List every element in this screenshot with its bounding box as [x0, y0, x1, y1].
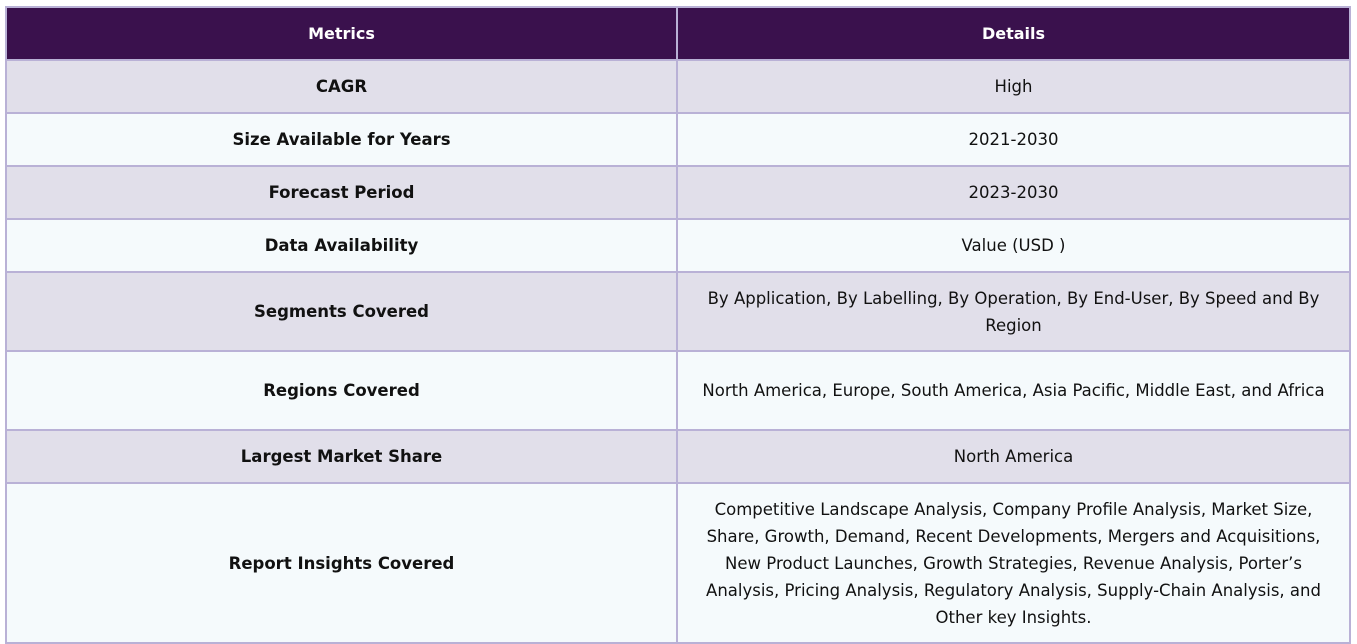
- detail-cell: Competitive Landscape Analysis, Company …: [676, 482, 1351, 644]
- detail-cell: North America, Europe, South America, As…: [676, 350, 1351, 431]
- detail-cell: By Application, By Labelling, By Operati…: [676, 271, 1351, 352]
- metric-cell: Data Availability: [5, 218, 678, 273]
- metric-cell: Regions Covered: [5, 350, 678, 431]
- table-row: Regions Covered North America, Europe, S…: [5, 350, 1351, 431]
- metric-cell: Forecast Period: [5, 165, 678, 220]
- metric-cell: Largest Market Share: [5, 429, 678, 484]
- table-row: Data Availability Value (USD ): [5, 218, 1351, 273]
- detail-cell: 2021-2030: [676, 112, 1351, 167]
- detail-cell: Value (USD ): [676, 218, 1351, 273]
- report-metrics-table-container: Metrics Details CAGR High Size Available…: [5, 6, 1351, 644]
- detail-cell: 2023-2030: [676, 165, 1351, 220]
- detail-cell: North America: [676, 429, 1351, 484]
- detail-cell: High: [676, 59, 1351, 114]
- table-header: Metrics Details: [5, 6, 1351, 61]
- table-body: CAGR High Size Available for Years 2021-…: [5, 59, 1351, 644]
- metric-cell: Report Insights Covered: [5, 482, 678, 644]
- metric-cell: Segments Covered: [5, 271, 678, 352]
- header-row: Metrics Details: [5, 6, 1351, 61]
- table-row: CAGR High: [5, 59, 1351, 114]
- table-row: Forecast Period 2023-2030: [5, 165, 1351, 220]
- metric-cell: CAGR: [5, 59, 678, 114]
- metric-cell: Size Available for Years: [5, 112, 678, 167]
- table-row: Size Available for Years 2021-2030: [5, 112, 1351, 167]
- header-metrics: Metrics: [5, 6, 678, 61]
- table-row: Largest Market Share North America: [5, 429, 1351, 484]
- table-row: Report Insights Covered Competitive Land…: [5, 482, 1351, 644]
- header-details: Details: [676, 6, 1351, 61]
- table-row: Segments Covered By Application, By Labe…: [5, 271, 1351, 352]
- report-metrics-table: Metrics Details CAGR High Size Available…: [5, 6, 1351, 644]
